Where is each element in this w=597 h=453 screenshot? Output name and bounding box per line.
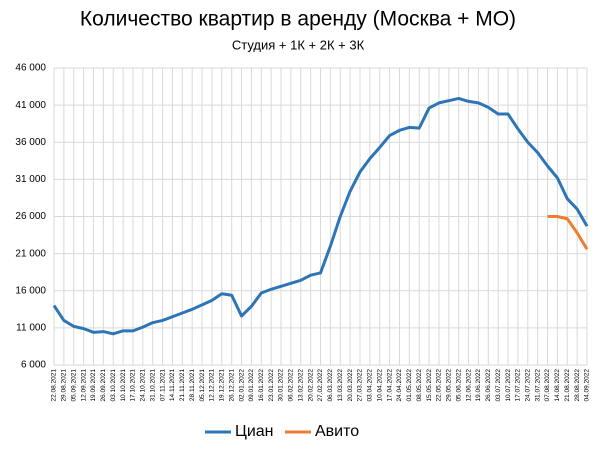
x-tick-label: 20.02.2022 [307, 369, 314, 402]
x-tick-label: 12.06.2022 [465, 369, 472, 402]
x-tick-label: 28.11.2021 [189, 369, 196, 401]
y-tick-label: 31 000 [15, 174, 46, 185]
x-tick-label: 17.07.2022 [515, 369, 522, 402]
x-tick-label: 02.01.2022 [238, 369, 245, 402]
series-line [52, 96, 589, 336]
x-tick-label: 10.10.2021 [120, 369, 127, 402]
x-tick-label: 09.01.2022 [248, 369, 255, 402]
x-tick-label: 19.09.2021 [90, 369, 97, 402]
x-tick-label: 10.04.2022 [376, 369, 383, 402]
x-tick-label: 03.10.2021 [110, 369, 117, 402]
x-tick-label: 06.02.2022 [288, 369, 295, 402]
x-tick-label: 28.08.2022 [574, 369, 581, 402]
x-tick-label: 04.09.2022 [584, 369, 591, 402]
y-tick-label: 26 000 [15, 211, 46, 222]
y-tick-label: 46 000 [15, 63, 46, 74]
chart-title: Количество квартир в аренду (Москва + МО… [80, 8, 516, 31]
x-tick-label: 19.06.2022 [475, 369, 482, 402]
x-tick-label: 19.12.2021 [219, 369, 226, 402]
x-tick-label: 05.06.2022 [455, 369, 462, 402]
y-tick-label: 6 000 [21, 360, 46, 371]
x-tick-label: 31.07.2022 [534, 369, 541, 402]
x-tick-label: 15.05.2022 [426, 369, 433, 402]
x-tick-label: 14.08.2022 [554, 369, 561, 402]
y-tick-label: 36 000 [15, 137, 46, 148]
x-tick-label: 23.01.2022 [268, 369, 275, 402]
x-tick-label: 17.04.2022 [386, 369, 393, 402]
x-tick-label: 03.04.2022 [367, 369, 374, 402]
x-tick-label: 27.03.2022 [357, 369, 364, 402]
x-tick-label: 22.05.2022 [436, 369, 443, 402]
y-tick-label: 21 000 [15, 248, 46, 259]
x-tick-label: 01.05.2022 [406, 369, 413, 402]
x-tick-label: 07.11.2021 [159, 369, 166, 401]
x-tick-label: 13.03.2022 [337, 369, 344, 402]
y-tick-label: 16 000 [15, 285, 46, 296]
x-tick-label: 30.01.2022 [278, 369, 285, 402]
x-tick-label: 24.10.2021 [140, 369, 147, 402]
x-tick-label: 12.09.2021 [80, 369, 87, 402]
x-tick-label: 24.07.2022 [524, 369, 531, 402]
x-tick-label: 06.03.2022 [327, 369, 334, 402]
legend-label: Авито [315, 423, 359, 440]
x-tick-label: 17.10.2021 [130, 369, 137, 402]
x-tick-label: 27.02.2022 [317, 369, 324, 402]
x-tick-label: 29.05.2022 [446, 369, 453, 402]
series-line [547, 215, 589, 250]
x-tick-label: 29.08.2021 [61, 369, 68, 402]
x-tick-label: 22.08.2021 [51, 369, 58, 402]
x-tick-label: 31.10.2021 [149, 369, 156, 402]
x-tick-label: 08.05.2022 [416, 369, 423, 402]
legend-label: Циан [235, 423, 274, 440]
x-tick-label: 24.04.2022 [396, 369, 403, 402]
x-tick-label: 26.12.2021 [228, 369, 235, 402]
x-tick-label: 03.07.2022 [495, 369, 502, 402]
y-tick-label: 11 000 [16, 323, 46, 334]
x-tick-label: 05.12.2021 [199, 369, 206, 402]
x-tick-label: 14.11.2021 [169, 369, 176, 401]
x-tick-label: 13.02.2022 [297, 369, 304, 402]
x-tick-label: 21.11.2021 [179, 369, 186, 401]
x-tick-label: 20.03.2022 [347, 369, 354, 402]
x-tick-label: 21.08.2022 [564, 369, 571, 402]
x-tick-label: 26.09.2021 [100, 369, 107, 402]
x-tick-label: 05.09.2021 [70, 369, 77, 402]
x-tick-label: 07.08.2022 [544, 369, 551, 402]
x-tick-label: 10.07.2022 [505, 369, 512, 402]
x-tick-label: 26.06.2022 [485, 369, 492, 402]
x-tick-label: 16.01.2022 [258, 369, 265, 402]
x-tick-label: 12.12.2021 [209, 369, 216, 402]
chart-subtitle: Студия + 1К + 2К + 3К [232, 37, 365, 52]
y-tick-label: 41 000 [15, 100, 46, 111]
